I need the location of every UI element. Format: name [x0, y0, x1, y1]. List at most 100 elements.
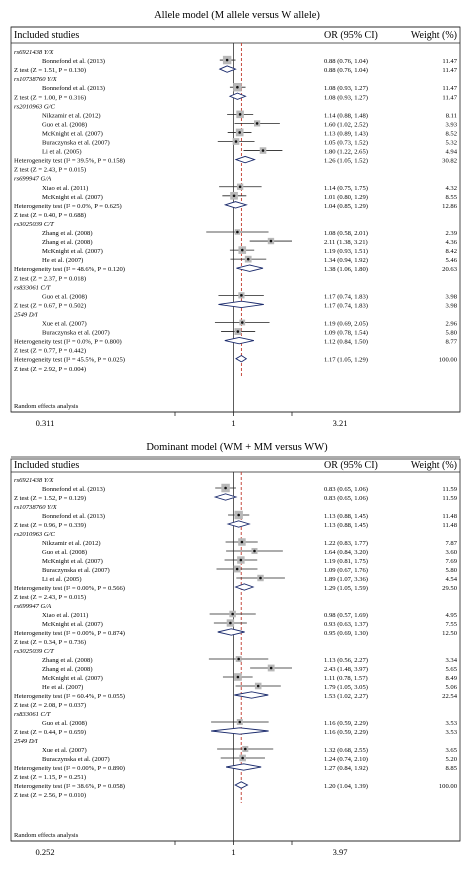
pooled-diamond	[234, 691, 269, 699]
or-value: 1.19 (0.93, 1.51)	[324, 248, 368, 255]
x-tick-label: 3.21	[333, 418, 348, 428]
summary-label: Z test (Z = 2.56, P = 0.010)	[14, 792, 86, 799]
study-label: He et al. (2007)	[42, 684, 83, 691]
weight-value: 5.80	[445, 567, 457, 574]
or-value: 0.88 (0.76, 1.04)	[324, 58, 368, 65]
weight-value: 11.59	[442, 495, 457, 502]
weight-value: 5.80	[445, 330, 457, 337]
weight-value: 3.98	[445, 293, 457, 300]
header-weight: Weight (%)	[411, 460, 457, 471]
study-label: Buraczynska et al. (2007)	[42, 567, 110, 574]
summary-label: Z test (Z = 2.43, P = 0.015)	[14, 167, 86, 174]
summary-label: Z test (Z = 1.15, P = 0.251)	[14, 774, 86, 781]
weight-value: 3.53	[445, 729, 457, 736]
pooled-diamond	[213, 493, 238, 501]
analysis-note: Random effects analysis	[14, 403, 79, 410]
or-value: 0.83 (0.65, 1.06)	[324, 486, 368, 493]
summary-label: Heterogeneity test (I² = 48.6%, P = 0.12…	[14, 266, 125, 273]
summary-label: Heterogeneity test (I² = 0.0%, P = 0.800…	[14, 339, 122, 346]
weight-value: 2.39	[445, 230, 457, 237]
or-value: 1.29 (1.05, 1.59)	[324, 585, 368, 592]
study-label: Zhang et al. (2008)	[42, 657, 93, 664]
group-label: rs833061 C/T	[14, 711, 52, 718]
summary-label: Z test (Z = 0.34, P = 0.736)	[14, 639, 86, 646]
point-estimate	[236, 675, 240, 679]
point-estimate	[259, 576, 262, 580]
point-estimate	[240, 321, 244, 324]
or-value: 1.60 (1.02, 2.52)	[324, 121, 368, 128]
summary-label: Heterogeneity test (I² = 0.0%, P = 0.625…	[14, 203, 122, 210]
group-label: rs833061 C/T	[14, 284, 52, 291]
or-value: 0.98 (0.57, 1.69)	[324, 612, 368, 619]
point-estimate	[225, 58, 229, 62]
group-label: rs10738760 Y/X	[14, 76, 58, 83]
weight-value: 30.82	[442, 158, 457, 165]
chart-title: Allele model (M allele versus W allele)	[154, 10, 320, 21]
summary-label: Z test (Z = 2.08, P = 0.037)	[14, 702, 86, 709]
summary-label: Z test (Z = 0.67, P = 0.502)	[14, 302, 86, 309]
point-estimate	[238, 113, 242, 116]
point-estimate	[236, 85, 239, 89]
or-value: 1.08 (0.93, 1.27)	[324, 85, 368, 92]
or-value: 0.95 (0.69, 1.30)	[324, 630, 368, 637]
or-value: 1.22 (0.83, 1.77)	[324, 540, 368, 547]
summary-label: Heterogeneity test (I² = 60.4%, P = 0.05…	[14, 693, 125, 700]
weight-value: 5.65	[445, 666, 457, 673]
pooled-diamond	[211, 727, 269, 735]
or-value: 1.05 (0.73, 1.52)	[324, 140, 368, 147]
or-value: 1.12 (0.84, 1.50)	[324, 339, 368, 346]
point-estimate	[237, 657, 240, 661]
weight-value: 11.47	[442, 94, 457, 101]
allele-model-panel: Allele model (M allele versus W allele) I…	[10, 10, 461, 428]
study-label: He et al. (2007)	[42, 257, 83, 264]
group-label: rs2010963 G/C	[14, 531, 55, 538]
point-estimate	[261, 149, 265, 152]
weight-value: 11.47	[442, 67, 457, 74]
point-estimate	[269, 666, 273, 670]
weight-value: 7.87	[445, 540, 457, 547]
or-value: 1.17 (0.74, 1.83)	[324, 293, 368, 300]
weight-value: 4.54	[445, 576, 457, 583]
study-label: Xue et al. (2007)	[42, 747, 87, 754]
group-label: rs10738760 Y/X	[14, 504, 58, 511]
or-value: 1.13 (0.88, 1.45)	[324, 522, 368, 529]
weight-value: 2.96	[445, 321, 457, 328]
weight-value: 20.63	[442, 266, 458, 273]
weight-value: 8.49	[445, 675, 457, 682]
point-estimate	[229, 621, 232, 625]
study-label: Guo et al. (2008)	[42, 121, 87, 128]
analysis-note: Random effects analysis	[14, 832, 79, 839]
summary-label: Heterogeneity test (I² = 45.5%, P = 0.02…	[14, 357, 125, 364]
or-value: 1.17 (0.74, 1.83)	[324, 302, 368, 309]
or-value: 0.88 (0.76, 1.04)	[324, 67, 368, 74]
dominant-model-panel: Dominant model (WM + MM versus WW) Includ…	[10, 442, 461, 857]
or-value: 1.64 (0.84, 3.20)	[324, 549, 368, 556]
summary-label: Z test (Z = 0.77, P = 0.442)	[14, 348, 86, 355]
study-label: Zhang et al. (2008)	[42, 230, 93, 237]
point-estimate	[246, 257, 250, 261]
or-value: 1.27 (0.84, 1.92)	[324, 765, 368, 772]
header-studies: Included studies	[14, 30, 79, 41]
group-label: 2549 D/I	[14, 738, 38, 745]
weight-value: 4.32	[445, 185, 457, 192]
point-estimate	[256, 684, 260, 688]
point-estimate	[253, 549, 256, 553]
summary-label: Heterogeneity test (I² = 0.00%, P = 0.87…	[14, 630, 125, 637]
pooled-diamond	[224, 336, 254, 345]
or-value: 1.13 (0.56, 2.27)	[324, 657, 368, 664]
summary-label: Z test (Z = 2.92, P = 0.004)	[14, 366, 86, 373]
or-value: 1.09 (0.67, 1.76)	[324, 567, 368, 574]
study-label: Bonnefond et al. (2013)	[42, 486, 105, 493]
or-value: 1.01 (0.80, 1.29)	[324, 194, 368, 201]
header-studies: Included studies	[14, 460, 79, 471]
or-value: 1.19 (0.69, 2.05)	[324, 321, 368, 328]
weight-value: 3.60	[445, 549, 457, 556]
or-value: 0.93 (0.63, 1.37)	[324, 621, 368, 628]
weight-value: 22.54	[442, 693, 458, 700]
x-tick-label: 1	[231, 418, 235, 428]
study-label: McKnight et al. (2007)	[42, 248, 103, 255]
or-value: 1.11 (0.78, 1.57)	[324, 675, 368, 682]
x-tick-label: 0.311	[36, 418, 55, 428]
weight-value: 11.48	[442, 522, 457, 529]
